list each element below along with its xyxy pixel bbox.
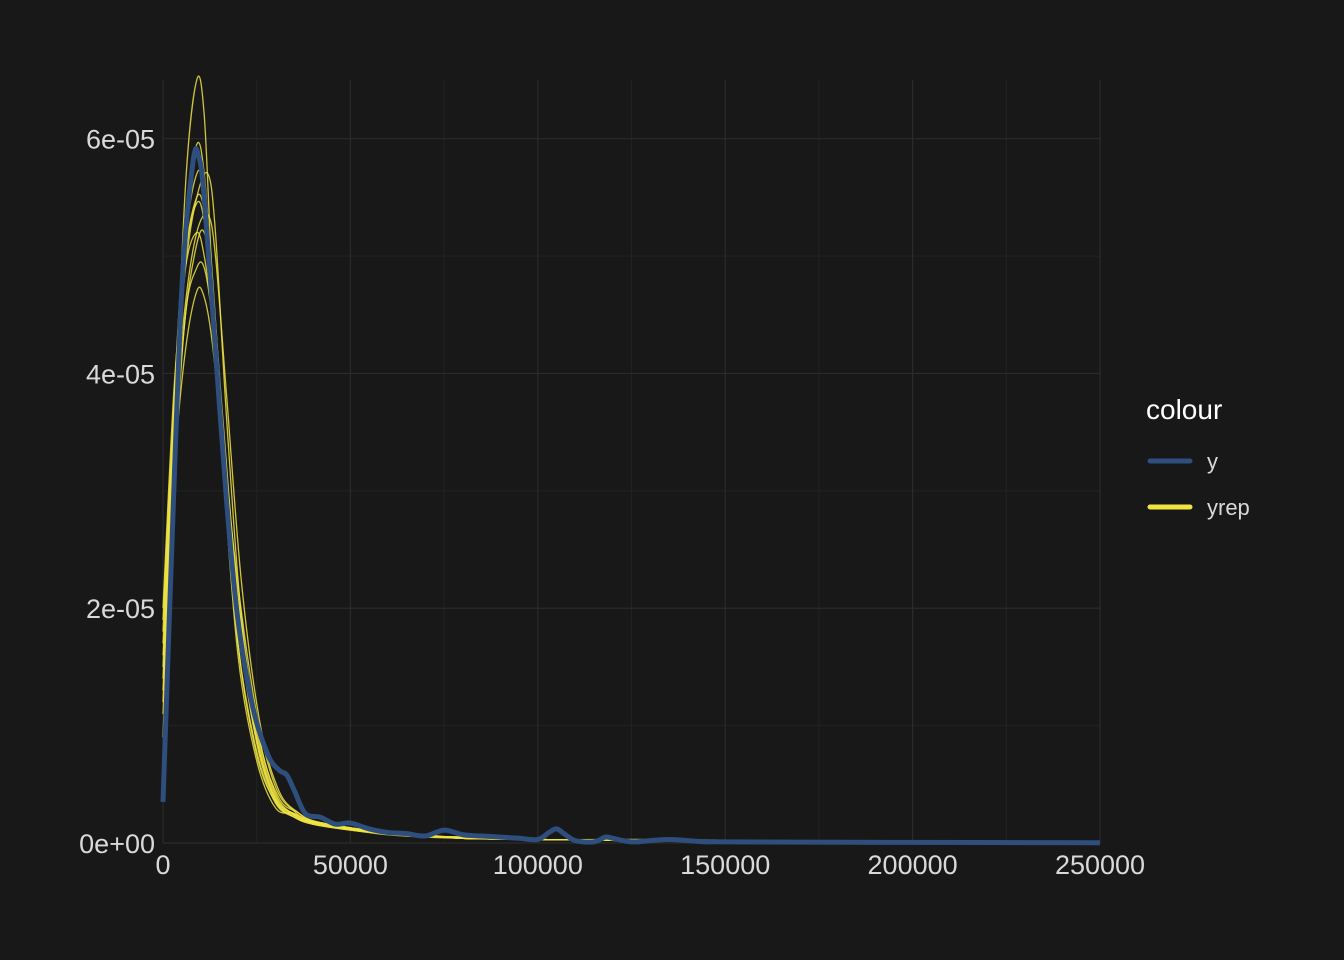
x-tick-label: 200000 <box>868 850 958 880</box>
y-series-group <box>160 146 1101 846</box>
x-tick-label: 150000 <box>680 850 770 880</box>
grid-lines <box>162 80 1101 844</box>
x-tick-label: 250000 <box>1055 850 1145 880</box>
y-tick-label: 0e+00 <box>79 829 155 859</box>
y-axis: 0e+00 2e-05 4e-05 6e-05 <box>79 125 155 859</box>
legend-label-yrep: yrep <box>1207 495 1250 520</box>
legend-label-y: y <box>1207 449 1218 474</box>
y-tick-label: 6e-05 <box>86 125 155 155</box>
legend-title: colour <box>1146 394 1222 425</box>
x-tick-label: 50000 <box>313 850 388 880</box>
x-tick-label: 100000 <box>493 850 583 880</box>
y-tick-label: 2e-05 <box>86 594 155 624</box>
x-axis: 0 50000 100000 150000 200000 250000 <box>155 850 1145 880</box>
x-tick-label: 0 <box>155 850 170 880</box>
y-tick-label: 4e-05 <box>86 359 155 389</box>
legend: colour y yrep <box>1146 394 1250 520</box>
y-density-line <box>160 146 1101 846</box>
